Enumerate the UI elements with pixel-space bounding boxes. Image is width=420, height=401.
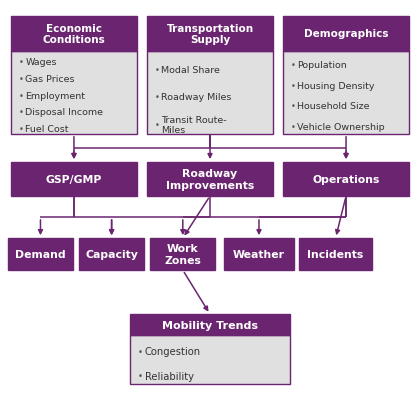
FancyBboxPatch shape <box>79 239 144 270</box>
FancyBboxPatch shape <box>283 162 409 196</box>
FancyBboxPatch shape <box>150 239 215 270</box>
FancyBboxPatch shape <box>283 17 409 52</box>
Text: Work
Zones: Work Zones <box>164 244 201 265</box>
Text: •: • <box>291 81 296 91</box>
Text: Fuel Cost: Fuel Cost <box>25 124 69 133</box>
Text: •: • <box>19 108 24 117</box>
Text: •: • <box>138 371 143 380</box>
Text: Incidents: Incidents <box>307 249 364 259</box>
Text: Housing Density: Housing Density <box>297 81 375 91</box>
Text: •: • <box>155 65 160 75</box>
Text: Household Size: Household Size <box>297 102 370 111</box>
FancyBboxPatch shape <box>11 162 137 196</box>
Text: Vehicle Ownership: Vehicle Ownership <box>297 123 385 132</box>
FancyBboxPatch shape <box>131 335 289 384</box>
Text: Operations: Operations <box>312 174 380 184</box>
Text: GSP/GMP: GSP/GMP <box>46 174 102 184</box>
FancyBboxPatch shape <box>147 52 273 135</box>
Text: •: • <box>19 91 24 100</box>
Text: Weather: Weather <box>233 249 285 259</box>
FancyBboxPatch shape <box>147 17 273 52</box>
FancyBboxPatch shape <box>283 52 409 135</box>
Text: •: • <box>291 102 296 111</box>
Text: Transportation
Supply: Transportation Supply <box>166 24 254 45</box>
FancyBboxPatch shape <box>224 239 294 270</box>
Text: Population: Population <box>297 61 347 70</box>
Text: Congestion: Congestion <box>145 346 201 356</box>
Text: Disposal Income: Disposal Income <box>25 108 103 117</box>
Text: •: • <box>19 75 24 84</box>
Text: Roadway
Improvements: Roadway Improvements <box>166 169 254 190</box>
Text: •: • <box>138 347 143 356</box>
Text: Roadway Miles: Roadway Miles <box>161 93 232 102</box>
Text: •: • <box>291 123 296 132</box>
Text: Wages: Wages <box>25 58 57 67</box>
FancyBboxPatch shape <box>11 17 137 52</box>
Text: Modal Share: Modal Share <box>161 65 220 75</box>
FancyBboxPatch shape <box>299 239 372 270</box>
Text: Mobility Trends: Mobility Trends <box>162 320 258 330</box>
FancyBboxPatch shape <box>131 314 289 335</box>
FancyBboxPatch shape <box>147 162 273 196</box>
Text: Gas Prices: Gas Prices <box>25 75 75 84</box>
Text: •: • <box>155 120 160 130</box>
Text: Demographics: Demographics <box>304 29 388 39</box>
Text: Employment: Employment <box>25 91 85 100</box>
Text: Economic
Conditions: Economic Conditions <box>42 24 105 45</box>
FancyBboxPatch shape <box>11 52 137 135</box>
Text: Demand: Demand <box>15 249 66 259</box>
Text: •: • <box>155 93 160 102</box>
Text: •: • <box>291 61 296 70</box>
Text: Reliability: Reliability <box>145 371 194 381</box>
FancyBboxPatch shape <box>8 239 73 270</box>
Text: •: • <box>19 58 24 67</box>
Text: Capacity: Capacity <box>85 249 138 259</box>
Text: •: • <box>19 124 24 133</box>
Text: Transit Route-
Miles: Transit Route- Miles <box>161 115 227 135</box>
